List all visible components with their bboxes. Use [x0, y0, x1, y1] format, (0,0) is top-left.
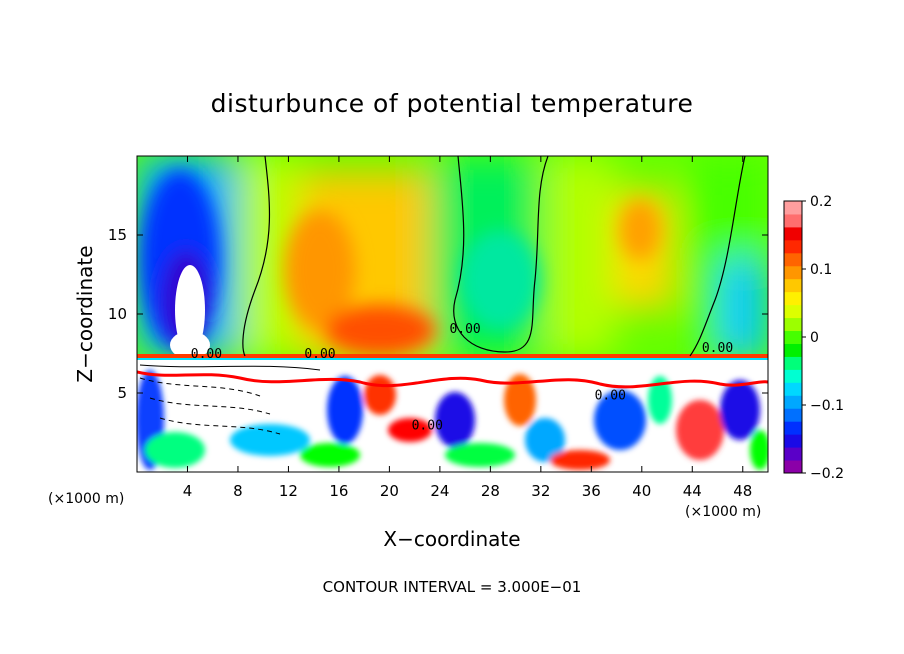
- colorbar-tick-label: −0.2: [810, 466, 844, 482]
- contour-labels: 0.00 0.00 0.00 0.00 0.00 0.00: [191, 322, 733, 433]
- colorbar-segment: [784, 421, 802, 435]
- x-tick-label: 40: [632, 482, 651, 500]
- colorbar-segment: [784, 201, 802, 215]
- x-tick-label: 8: [233, 482, 243, 500]
- x-tick-label: 4: [183, 482, 193, 500]
- contour-label: 0.00: [702, 341, 733, 356]
- colorbar-segment: [784, 317, 802, 332]
- contour-label: 0.00: [304, 347, 335, 362]
- y-tick-label: 15: [108, 226, 127, 244]
- y-tick-label: 5: [117, 384, 127, 402]
- colorbar-tick-label: −0.1: [810, 398, 844, 414]
- colorbar-tick-label: 0.2: [810, 194, 832, 210]
- colorbar-segment: [784, 343, 802, 357]
- heatmap-field: [137, 156, 768, 472]
- x-axis-title: X−coordinate: [383, 527, 520, 551]
- colorbar-segment: [784, 382, 802, 396]
- y-tick-label: 10: [108, 305, 127, 323]
- colorbar-segment: [784, 434, 802, 448]
- y-axis-ticks: 5 10 15: [108, 226, 768, 402]
- colorbar-segment: [784, 252, 802, 267]
- colorbar-segment: [784, 291, 802, 306]
- colorbar-segment: [784, 265, 802, 280]
- colorbar-ticks: 0.2 0.1 0 −0.1 −0.2: [802, 194, 844, 482]
- x-tick-label: 12: [279, 482, 298, 500]
- colorbar-segment: [784, 278, 802, 293]
- colorbar-segment: [784, 395, 802, 409]
- contour-label: 0.00: [191, 347, 222, 362]
- x-axis-ticks: 4 8 12 16 20 24 28 32 36 40 44 48: [183, 156, 752, 500]
- colorbar-segment: [784, 447, 802, 461]
- chart-title: disturbunce of potential temperature: [211, 89, 694, 118]
- colorbar-segment: [784, 408, 802, 422]
- contour-label: 0.00: [595, 388, 626, 403]
- x-tick-label: 20: [380, 482, 399, 500]
- contour-label: 0.00: [449, 322, 480, 337]
- y-axis-title: Z−coordinate: [73, 245, 97, 382]
- x-unit-label-right: (×1000 m): [685, 504, 761, 520]
- x-unit-label-left: (×1000 m): [48, 491, 124, 507]
- x-tick-label: 16: [329, 482, 348, 500]
- colorbar-segment: [784, 369, 802, 383]
- colorbar-segment: [784, 304, 802, 319]
- x-tick-label: 32: [531, 482, 550, 500]
- contour-interval-note: CONTOUR INTERVAL = 3.000E−01: [323, 578, 582, 596]
- colorbar-segment: [784, 460, 802, 474]
- colorbar-segment: [784, 239, 802, 254]
- colorbar: [783, 200, 803, 474]
- colorbar-segment: [784, 226, 802, 241]
- colorbar-segment: [784, 213, 802, 228]
- x-tick-label: 48: [733, 482, 752, 500]
- x-tick-label: 24: [430, 482, 449, 500]
- contour-label: 0.00: [412, 418, 443, 433]
- colorbar-segment: [784, 330, 802, 344]
- x-tick-label: 44: [683, 482, 702, 500]
- x-tick-label: 36: [582, 482, 601, 500]
- x-tick-label: 28: [481, 482, 500, 500]
- colorbar-tick-label: 0: [810, 330, 819, 346]
- colorbar-tick-label: 0.1: [810, 262, 832, 278]
- colorbar-segment: [784, 356, 802, 370]
